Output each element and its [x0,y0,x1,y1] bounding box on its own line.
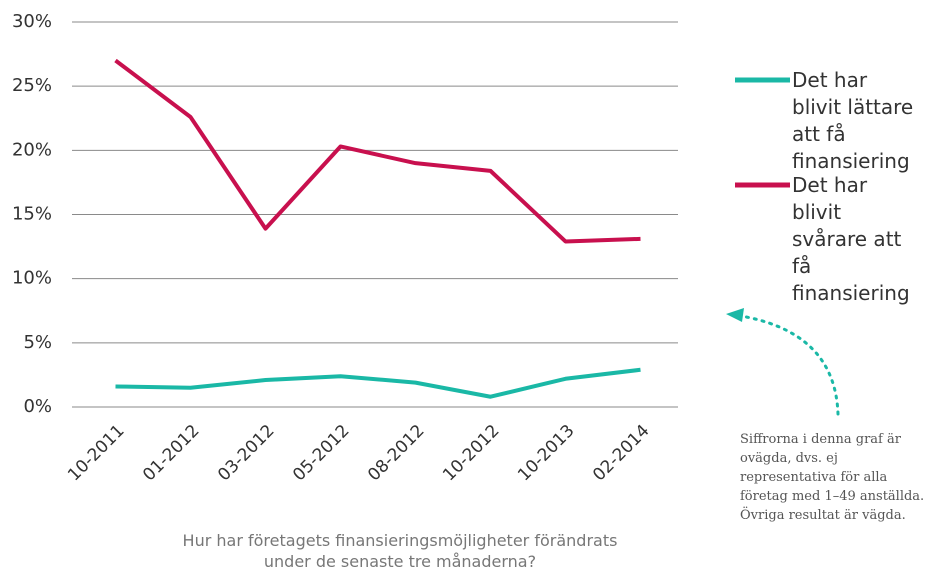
y-tick-label: 30% [12,11,52,32]
annotation: Siffrorna i denna graf är ovägda, dvs. e… [740,432,925,523]
x-tick-label: 10-2013 [514,421,578,485]
y-tick-label: 10% [12,268,52,289]
series-line [115,367,641,399]
series-line [114,58,641,244]
arrow-head [726,308,744,322]
legend-label: Det har blivit lättare att få finansieri… [792,68,914,173]
y-tick-label: 20% [12,139,52,160]
y-tick-label: 15% [12,204,52,225]
y-tick-label: 5% [23,332,52,353]
x-tick-label: 10-2012 [439,421,503,485]
arrow [733,313,840,416]
x-tick-label: 01-2012 [139,421,203,485]
x-axis-label: Hur har företagets finansieringsmöjlighe… [182,531,618,571]
y-tick-label: 25% [12,75,52,96]
x-tick-label: 03-2012 [214,421,278,485]
x-tick-label: 08-2012 [364,421,428,485]
x-tick-label: 10-2011 [64,421,128,485]
legend-label: Det har blivit svårare att få finansieri… [792,173,910,305]
y-tick-label: 0% [23,396,52,417]
x-tick-label: 05-2012 [289,421,353,485]
x-tick-label: 02-2014 [589,421,653,485]
